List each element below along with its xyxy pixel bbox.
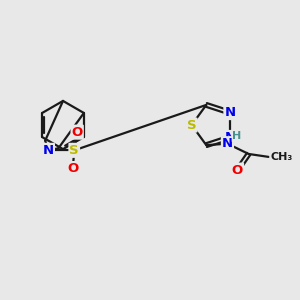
Text: N: N <box>222 137 233 150</box>
Text: N: N <box>43 144 54 157</box>
Text: O: O <box>67 162 78 175</box>
Text: O: O <box>232 164 243 177</box>
Text: S: S <box>69 144 79 157</box>
Text: S: S <box>187 118 196 131</box>
Text: H: H <box>232 131 242 141</box>
Text: N: N <box>224 131 236 144</box>
Text: O: O <box>72 126 83 139</box>
Text: CH₃: CH₃ <box>270 152 292 162</box>
Text: N: N <box>224 106 236 119</box>
